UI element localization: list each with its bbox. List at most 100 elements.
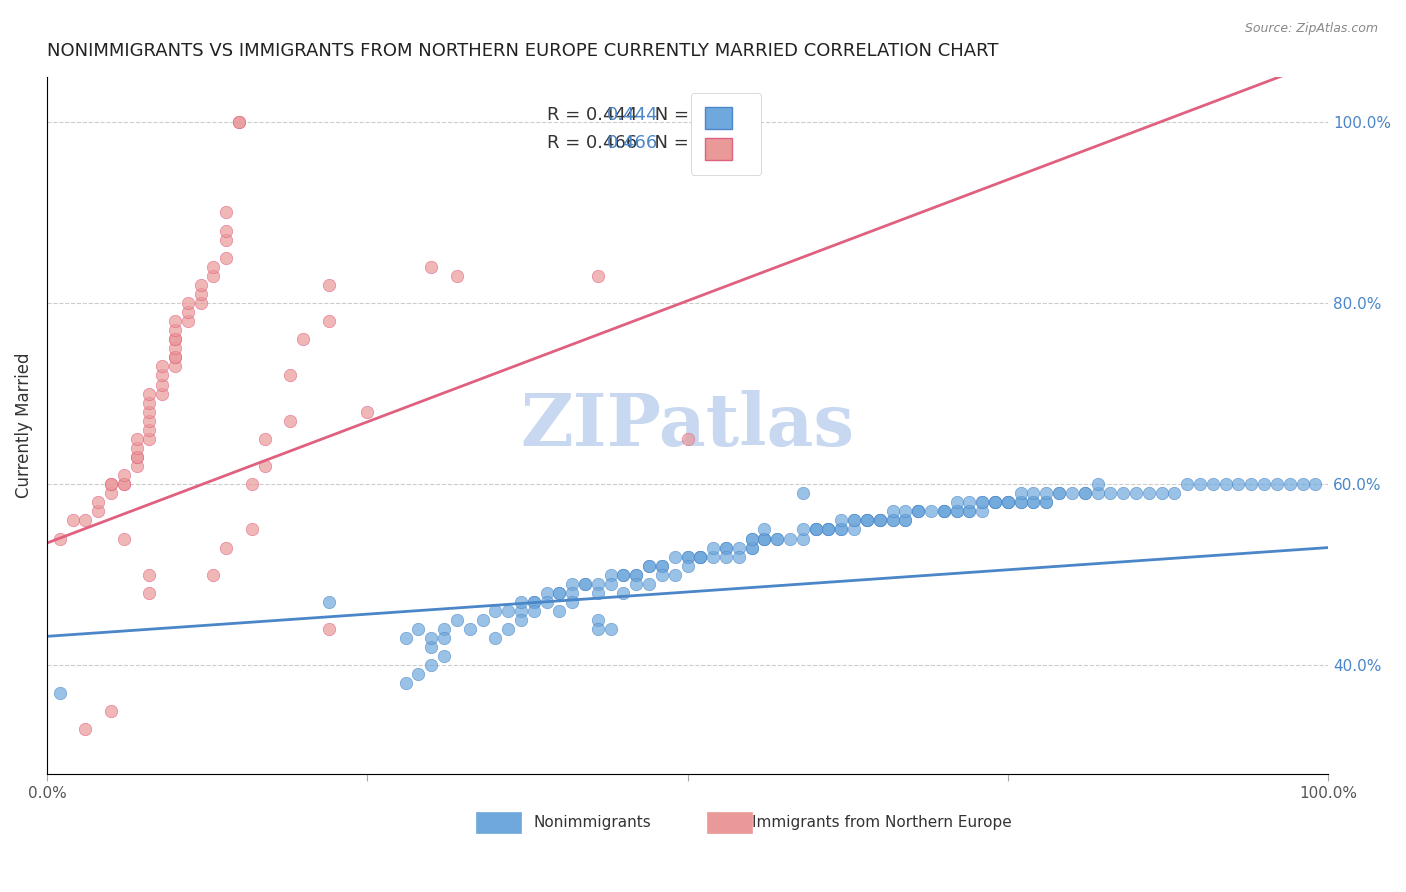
Point — [100, 486, 122, 500]
Point — [138, 405, 160, 419]
Text: Nonimmigrants: Nonimmigrants — [534, 815, 651, 830]
Point — [586, 576, 609, 591]
Point — [626, 576, 648, 591]
Point — [741, 541, 763, 555]
Point — [1047, 486, 1070, 500]
Point — [1175, 477, 1198, 491]
Point — [638, 576, 661, 591]
Point — [1087, 486, 1109, 500]
Point — [496, 604, 519, 618]
Point — [523, 595, 546, 609]
Bar — [707, 813, 752, 833]
Point — [1022, 495, 1045, 509]
Point — [150, 359, 173, 374]
Point — [138, 414, 160, 428]
Point — [1215, 477, 1237, 491]
Point — [446, 613, 468, 627]
Point — [741, 532, 763, 546]
Point — [842, 523, 865, 537]
Point — [202, 567, 225, 582]
Point — [510, 595, 533, 609]
Point — [278, 414, 301, 428]
Point — [741, 532, 763, 546]
Point — [1073, 486, 1095, 500]
Point — [138, 586, 160, 600]
Point — [856, 513, 879, 527]
Point — [586, 268, 609, 283]
Point — [920, 504, 942, 518]
Point — [907, 504, 929, 518]
Point — [177, 314, 200, 328]
Point — [586, 622, 609, 636]
Point — [87, 495, 110, 509]
Point — [112, 477, 135, 491]
Point — [484, 604, 506, 618]
Point — [484, 631, 506, 645]
Point — [676, 549, 699, 564]
Point — [626, 567, 648, 582]
Bar — [477, 813, 522, 833]
Text: 0.466: 0.466 — [607, 134, 658, 152]
Point — [830, 523, 852, 537]
Text: Immigrants from Northern Europe: Immigrants from Northern Europe — [752, 815, 1011, 830]
Point — [1253, 477, 1275, 491]
Point — [1278, 477, 1301, 491]
Point — [842, 513, 865, 527]
Point — [100, 477, 122, 491]
Point — [972, 495, 994, 509]
Point — [1291, 477, 1313, 491]
Point — [548, 586, 571, 600]
Point — [1010, 495, 1032, 509]
Point — [163, 332, 186, 346]
Point — [150, 368, 173, 383]
Point — [561, 586, 583, 600]
Point — [420, 658, 443, 673]
Point — [907, 504, 929, 518]
Point — [163, 323, 186, 337]
Point — [240, 523, 263, 537]
Point — [496, 622, 519, 636]
Point — [702, 549, 724, 564]
Point — [817, 523, 839, 537]
Point — [125, 450, 148, 464]
Point — [741, 541, 763, 555]
Point — [215, 251, 238, 265]
Point — [408, 622, 430, 636]
Point — [163, 359, 186, 374]
Point — [972, 495, 994, 509]
Point — [830, 523, 852, 537]
Point — [972, 504, 994, 518]
Point — [561, 595, 583, 609]
Point — [869, 513, 891, 527]
Point — [804, 523, 827, 537]
Point — [253, 458, 276, 473]
Point — [957, 504, 980, 518]
Point — [163, 332, 186, 346]
Point — [1022, 486, 1045, 500]
Point — [957, 495, 980, 509]
Point — [945, 495, 967, 509]
Text: R = 0.444   N = 153: R = 0.444 N = 153 — [547, 106, 728, 124]
Point — [792, 523, 814, 537]
Point — [894, 504, 917, 518]
Point — [599, 576, 621, 591]
Point — [676, 432, 699, 446]
Point — [420, 640, 443, 655]
Text: 70: 70 — [733, 134, 755, 152]
Y-axis label: Currently Married: Currently Married — [15, 352, 32, 498]
Point — [856, 513, 879, 527]
Point — [869, 513, 891, 527]
Point — [87, 504, 110, 518]
Point — [138, 395, 160, 409]
Point — [48, 685, 70, 699]
Point — [292, 332, 315, 346]
Point — [997, 495, 1019, 509]
Point — [676, 558, 699, 573]
Point — [1227, 477, 1250, 491]
Point — [163, 341, 186, 355]
Point — [586, 613, 609, 627]
Point — [278, 368, 301, 383]
Point — [215, 233, 238, 247]
Point — [574, 576, 596, 591]
Point — [177, 305, 200, 319]
